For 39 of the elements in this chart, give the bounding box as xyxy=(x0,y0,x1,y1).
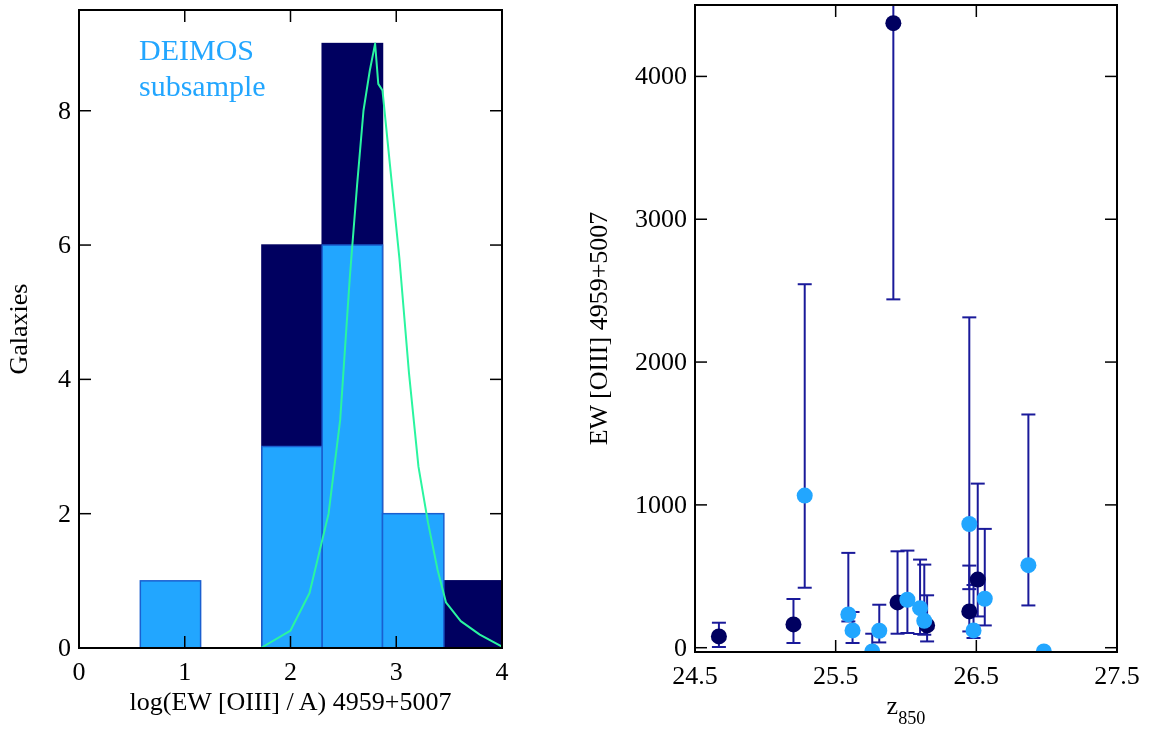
point xyxy=(796,487,813,504)
point xyxy=(912,600,929,617)
x-tick-label: 3 xyxy=(389,657,403,686)
x-tick-label: 4 xyxy=(495,657,509,686)
text: DEIMOS subsample xyxy=(139,33,266,102)
x-axis-title: z$_{850}$ xyxy=(886,691,926,728)
y-tick-label: 2 xyxy=(58,498,71,528)
point xyxy=(961,516,978,533)
point xyxy=(961,603,978,620)
y-tick-label: 3000 xyxy=(635,204,687,234)
point xyxy=(916,612,933,629)
y-tick-label: 8 xyxy=(58,95,71,125)
point xyxy=(785,616,802,633)
x-tick-label: 1 xyxy=(178,657,192,686)
x-tick-label: 24.5 xyxy=(672,661,718,690)
y-tick-label: 0 xyxy=(674,632,687,662)
point xyxy=(899,591,916,608)
y-axis-title: EW [OIII] 4959+5007 xyxy=(584,211,613,446)
point xyxy=(1020,557,1037,574)
point xyxy=(840,606,857,623)
y-tick-label: 1000 xyxy=(635,489,687,519)
y-axis-title: Galaxies xyxy=(4,283,33,375)
y-tick-label: 0 xyxy=(58,633,71,662)
y-tick-label: 6 xyxy=(58,230,71,260)
x-axis-title: log(EW [OIII] / A) 4959+5007 xyxy=(129,687,452,716)
y-tick-label: 4000 xyxy=(635,61,687,91)
x-tick-label: 27.5 xyxy=(1094,661,1140,690)
point xyxy=(976,590,993,607)
point xyxy=(969,571,986,588)
y-tick-label: 4 xyxy=(58,364,71,394)
x-tick-label: 2 xyxy=(284,657,297,686)
point xyxy=(885,15,902,32)
point xyxy=(710,628,727,645)
y-tick-label: 2000 xyxy=(635,347,687,377)
point xyxy=(965,622,982,639)
x-tick-label: 25.5 xyxy=(812,661,859,690)
x-tick-label: 26.5 xyxy=(953,661,1000,690)
point xyxy=(844,622,861,639)
point xyxy=(871,622,888,639)
